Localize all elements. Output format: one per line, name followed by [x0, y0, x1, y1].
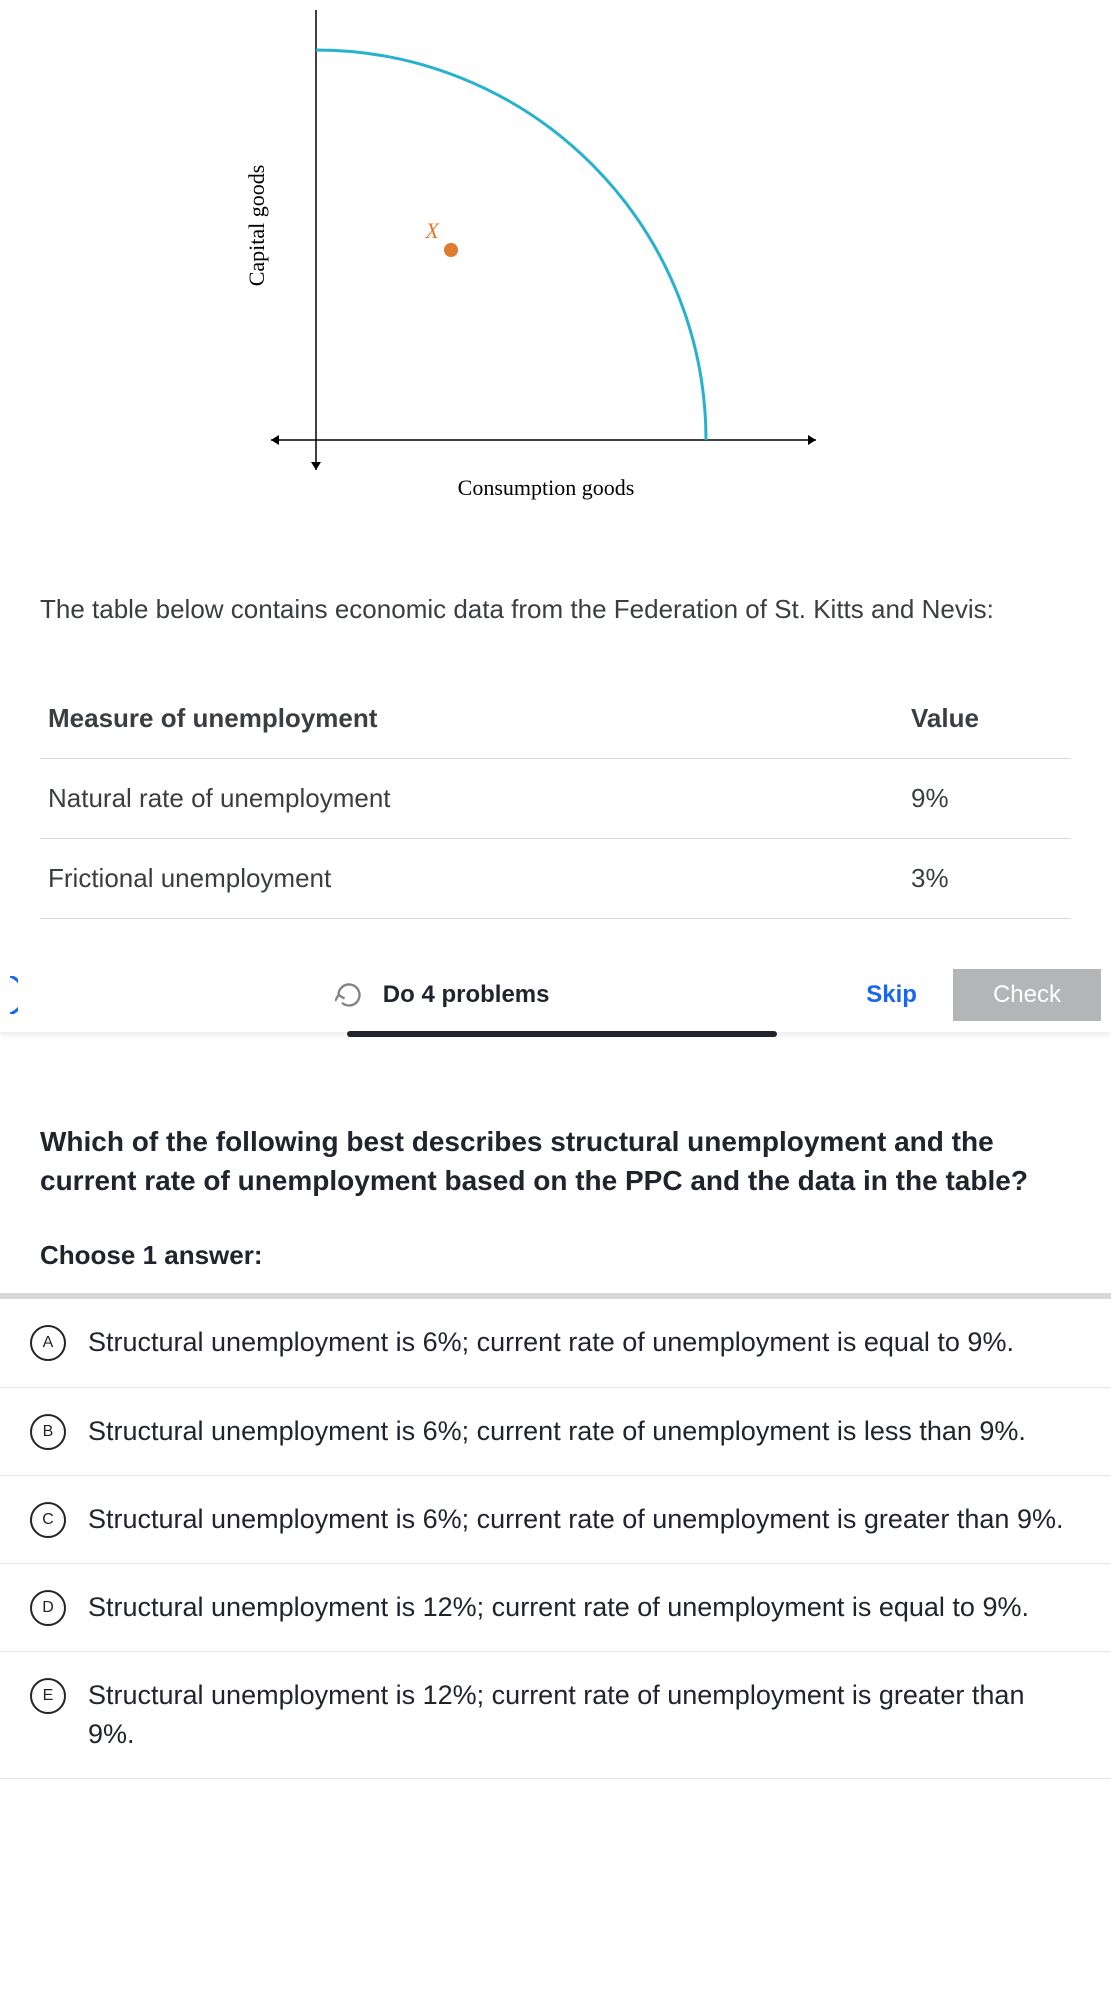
table-cell-measure: Frictional unemployment: [40, 839, 851, 919]
svg-text:Capital goods: Capital goods: [244, 165, 269, 287]
choice-text: Structural unemployment is 6%; current r…: [88, 1412, 1026, 1451]
table-header-value: Value: [851, 679, 1071, 759]
choice-letter: E: [30, 1678, 66, 1714]
skip-button[interactable]: Skip: [866, 981, 917, 1009]
choice-letter: D: [30, 1590, 66, 1626]
choose-one-label: Choose 1 answer:: [0, 1230, 1111, 1293]
progress-bar: [347, 1031, 777, 1037]
svg-text:X: X: [424, 218, 440, 243]
choice-letter: A: [30, 1325, 66, 1361]
svg-text:Consumption goods: Consumption goods: [457, 475, 634, 500]
intro-text: The table below contains economic data f…: [0, 550, 1111, 659]
table-cell-value: 3%: [851, 839, 1071, 919]
answer-choice-d[interactable]: D Structural unemployment is 12%; current…: [0, 1564, 1111, 1652]
answer-choice-a[interactable]: A Structural unemployment is 6%; current …: [0, 1299, 1111, 1387]
question-text: Which of the following best describes st…: [0, 1042, 1111, 1230]
toolbar-left-notch: [10, 973, 18, 1017]
table-cell-measure: Natural rate of unemployment: [40, 759, 851, 839]
answer-choice-e[interactable]: E Structural unemployment is 12%; current…: [0, 1652, 1111, 1779]
table-row: Frictional unemployment3%: [40, 839, 1071, 919]
ppc-chart: X Capital goods Consumption goods: [0, 0, 1111, 550]
notch-icon: [10, 976, 18, 1014]
choice-text: Structural unemployment is 12%; current …: [88, 1676, 1071, 1754]
do-problems-label: Do 4 problems: [383, 981, 550, 1009]
practice-toolbar: Do 4 problems Skip Check: [0, 959, 1111, 1032]
refresh-icon[interactable]: [335, 981, 363, 1009]
table-cell-value: 9%: [851, 759, 1071, 839]
table-header-measure: Measure of unemployment: [40, 679, 851, 759]
answer-choice-c[interactable]: C Structural unemployment is 6%; current …: [0, 1476, 1111, 1564]
table-row: Natural rate of unemployment9%: [40, 759, 1071, 839]
unemployment-table: Measure of unemployment Value Natural ra…: [40, 679, 1071, 919]
choice-letter: B: [30, 1414, 66, 1450]
ppc-svg: X Capital goods Consumption goods: [236, 10, 876, 530]
answer-choice-b[interactable]: B Structural unemployment is 6%; current …: [0, 1388, 1111, 1476]
answer-choices: A Structural unemployment is 6%; current …: [0, 1299, 1111, 1779]
check-button[interactable]: Check: [953, 969, 1101, 1021]
choice-text: Structural unemployment is 6%; current r…: [88, 1323, 1014, 1362]
choice-letter: C: [30, 1502, 66, 1538]
choice-text: Structural unemployment is 6%; current r…: [88, 1500, 1063, 1539]
choice-text: Structural unemployment is 12%; current …: [88, 1588, 1029, 1627]
